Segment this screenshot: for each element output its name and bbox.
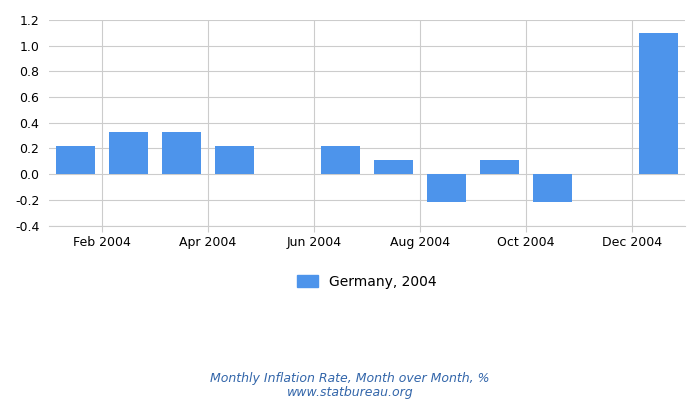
Bar <box>480 160 519 174</box>
Bar <box>427 174 466 202</box>
Text: Monthly Inflation Rate, Month over Month, %: Monthly Inflation Rate, Month over Month… <box>210 372 490 385</box>
Bar <box>56 146 95 174</box>
Bar <box>374 160 414 174</box>
Text: www.statbureau.org: www.statbureau.org <box>287 386 413 399</box>
Bar <box>638 33 678 174</box>
Bar <box>321 146 360 174</box>
Bar <box>162 132 202 174</box>
Legend: Germany, 2004: Germany, 2004 <box>292 270 442 294</box>
Bar <box>533 174 573 202</box>
Bar <box>108 132 148 174</box>
Bar <box>215 146 254 174</box>
